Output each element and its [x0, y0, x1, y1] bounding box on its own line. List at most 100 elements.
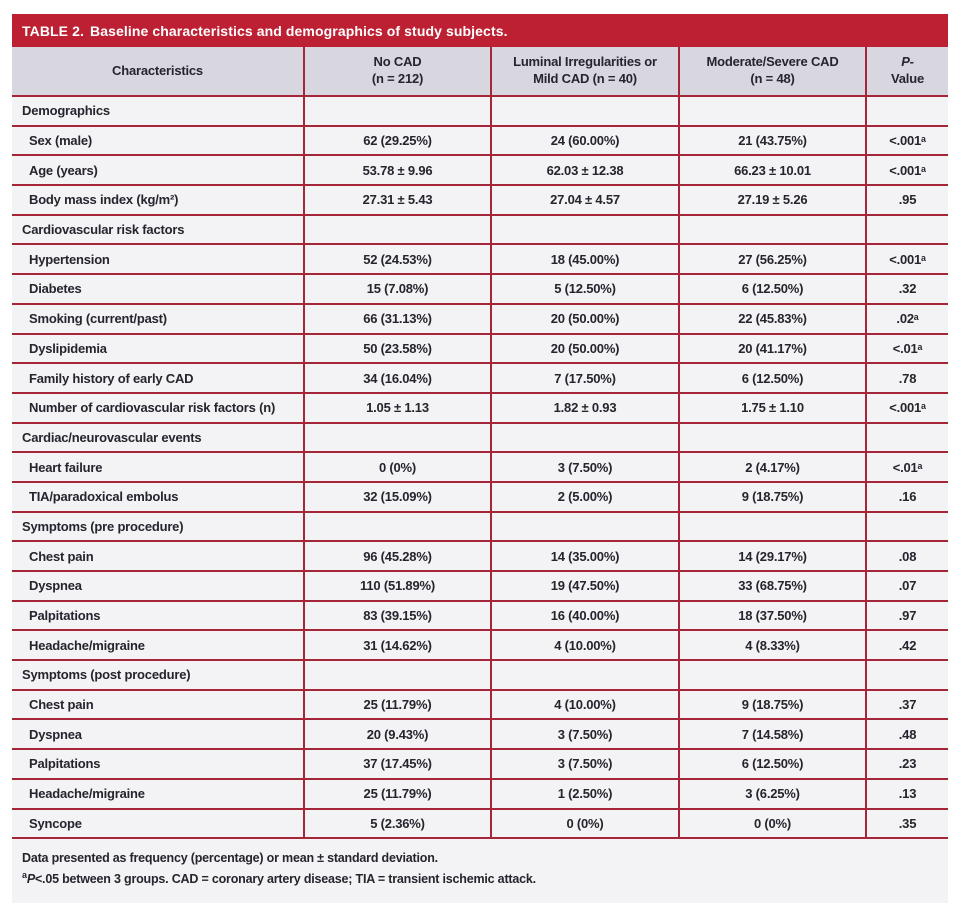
value-cell-no-cad: [303, 422, 491, 454]
value-cell-no-cad: 50 (23.58%): [303, 333, 491, 365]
value-cell-moderate-severe-cad: 22 (45.83%): [678, 303, 866, 335]
value-cell-moderate-severe-cad: 4 (8.33%): [678, 630, 866, 662]
value-cell-mild-cad: [490, 96, 679, 127]
value-cell-no-cad: 25 (11.79%): [303, 689, 491, 721]
p-value-cell: [865, 422, 948, 454]
row-label-cell: Dyspnea: [12, 571, 304, 602]
value-cell-mild-cad: 4 (10.00%): [490, 689, 679, 721]
value-cell-mild-cad: 14 (35.00%): [490, 541, 679, 572]
value-cell-moderate-severe-cad: 20 (41.17%): [678, 333, 866, 365]
footnotes: Data presented as frequency (percentage)…: [12, 839, 948, 903]
value-cell-no-cad: 32 (15.09%): [303, 481, 491, 513]
value-cell-no-cad: 52 (24.53%): [303, 244, 491, 276]
table-row: Symptoms (pre procedure): [12, 511, 948, 543]
row-label-cell: Symptoms (pre procedure): [12, 511, 304, 543]
row-label-cell: Chest pain: [12, 689, 304, 721]
header-characteristics: Characteristics: [12, 47, 304, 97]
header-label: No CAD: [373, 54, 422, 70]
value-cell-no-cad: 15 (7.08%): [303, 274, 491, 305]
footnote-superscript: a: [22, 869, 27, 880]
p-value-cell: <.001ᵃ: [865, 155, 948, 187]
table-row: Headache/migraine 31 (14.62%) 4 (10.00%)…: [12, 630, 948, 662]
value-cell-mild-cad: [490, 511, 679, 543]
footnote-p-symbol: P: [26, 871, 35, 886]
header-row: Characteristics No CAD (n = 212) Luminal…: [12, 47, 948, 97]
p-value-cell: .35: [865, 808, 948, 840]
value-cell-mild-cad: 62.03 ± 12.38: [490, 155, 679, 187]
p-value-cell: .07: [865, 571, 948, 602]
table-row: TIA/paradoxical embolus 32 (15.09%) 2 (5…: [12, 481, 948, 513]
row-label-cell: Number of cardiovascular risk factors (n…: [12, 392, 304, 424]
p-value-cell: <.01ᵃ: [865, 333, 948, 365]
p-value-cell: .02ᵃ: [865, 303, 948, 335]
row-label-cell: Family history of early CAD: [12, 363, 304, 394]
p-value-cell: <.001ᵃ: [865, 125, 948, 157]
value-cell-no-cad: [303, 214, 491, 246]
p-value-cell: .95: [865, 185, 948, 216]
row-label-cell: Headache/migraine: [12, 630, 304, 662]
table-row: Heart failure 0 (0%) 3 (7.50%) 2 (4.17%)…: [12, 452, 948, 483]
row-label-cell: Demographics: [12, 96, 304, 127]
header-p-value: P- Value: [865, 47, 948, 97]
table-row: Symptoms (post procedure): [12, 660, 948, 691]
value-cell-moderate-severe-cad: [678, 660, 866, 691]
value-cell-mild-cad: 16 (40.00%): [490, 600, 679, 632]
header-sublabel: (n = 48): [750, 71, 795, 86]
row-label-cell: Heart failure: [12, 452, 304, 483]
p-value-cell: .08: [865, 541, 948, 572]
value-cell-moderate-severe-cad: 14 (29.17%): [678, 541, 866, 572]
row-label-cell: Headache/migraine: [12, 778, 304, 810]
row-label-cell: Hypertension: [12, 244, 304, 276]
value-cell-moderate-severe-cad: 0 (0%): [678, 808, 866, 840]
table-row: Sex (male) 62 (29.25%) 24 (60.00%) 21 (4…: [12, 125, 948, 157]
table-row: Demographics: [12, 96, 948, 127]
value-cell-moderate-severe-cad: 9 (18.75%): [678, 481, 866, 513]
p-value-cell: <.001ᵃ: [865, 392, 948, 424]
table-number: TABLE 2.: [22, 22, 84, 39]
p-value-cell: .16: [865, 481, 948, 513]
value-cell-mild-cad: [490, 422, 679, 454]
row-label-cell: Diabetes: [12, 274, 304, 305]
header-sublabel: Value: [891, 71, 924, 86]
value-cell-no-cad: 96 (45.28%): [303, 541, 491, 572]
table-row: Hypertension 52 (24.53%) 18 (45.00%) 27 …: [12, 244, 948, 276]
value-cell-moderate-severe-cad: 33 (68.75%): [678, 571, 866, 602]
row-label-cell: Symptoms (post procedure): [12, 660, 304, 691]
value-cell-no-cad: 25 (11.79%): [303, 778, 491, 810]
value-cell-mild-cad: 18 (45.00%): [490, 244, 679, 276]
p-value-cell: .32: [865, 274, 948, 305]
value-cell-moderate-severe-cad: 1.75 ± 1.10: [678, 392, 866, 424]
value-cell-mild-cad: 1 (2.50%): [490, 778, 679, 810]
header-no-cad: No CAD (n = 212): [303, 47, 491, 97]
table-caption: Baseline characteristics and demographic…: [90, 22, 508, 39]
value-cell-mild-cad: 27.04 ± 4.57: [490, 185, 679, 216]
p-value-cell: .48: [865, 719, 948, 751]
value-cell-moderate-severe-cad: 27 (56.25%): [678, 244, 866, 276]
p-value-cell: .13: [865, 778, 948, 810]
header-label: P-: [901, 54, 914, 70]
value-cell-mild-cad: 20 (50.00%): [490, 333, 679, 365]
table-row: Chest pain 25 (11.79%) 4 (10.00%) 9 (18.…: [12, 689, 948, 721]
table-row: Palpitations 37 (17.45%) 3 (7.50%) 6 (12…: [12, 749, 948, 780]
header-label: Moderate/Severe CAD: [706, 54, 839, 70]
value-cell-no-cad: 20 (9.43%): [303, 719, 491, 751]
p-value-cell: [865, 96, 948, 127]
p-value-cell: <.001ᵃ: [865, 244, 948, 276]
value-cell-mild-cad: 3 (7.50%): [490, 749, 679, 780]
row-label-cell: Smoking (current/past): [12, 303, 304, 335]
p-value-cell: .78: [865, 363, 948, 394]
value-cell-moderate-severe-cad: 6 (12.50%): [678, 749, 866, 780]
value-cell-mild-cad: 3 (7.50%): [490, 452, 679, 483]
value-cell-no-cad: [303, 660, 491, 691]
row-label-cell: Dyslipidemia: [12, 333, 304, 365]
value-cell-moderate-severe-cad: 2 (4.17%): [678, 452, 866, 483]
value-cell-mild-cad: 7 (17.50%): [490, 363, 679, 394]
value-cell-moderate-severe-cad: 6 (12.50%): [678, 363, 866, 394]
value-cell-moderate-severe-cad: [678, 96, 866, 127]
table-row: Diabetes 15 (7.08%) 5 (12.50%) 6 (12.50%…: [12, 274, 948, 305]
header-label: Characteristics: [112, 62, 203, 78]
value-cell-moderate-severe-cad: 18 (37.50%): [678, 600, 866, 632]
row-label-cell: Palpitations: [12, 749, 304, 780]
table-row: Palpitations 83 (39.15%) 16 (40.00%) 18 …: [12, 600, 948, 632]
value-cell-mild-cad: 24 (60.00%): [490, 125, 679, 157]
